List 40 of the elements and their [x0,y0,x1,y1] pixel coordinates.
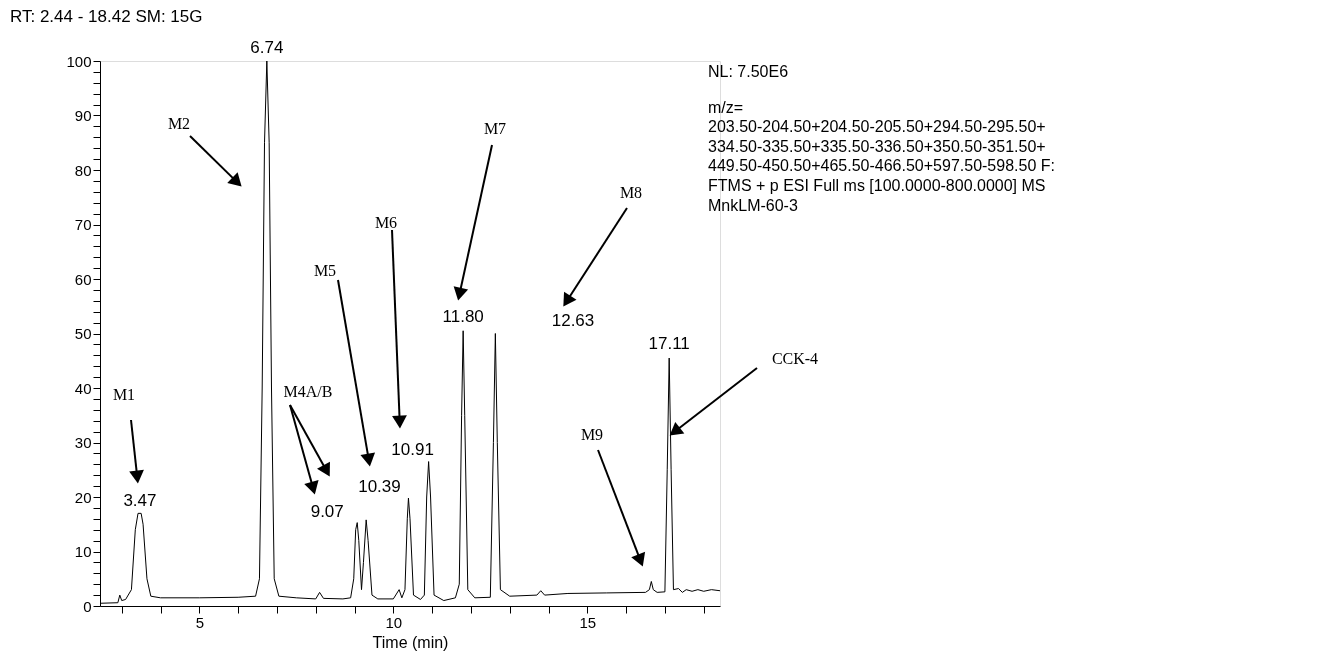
chart-title: RT: 2.44 - 18.42 SM: 15G [10,7,203,26]
y-tick-label: 60 [74,270,92,288]
annotation: 203.50-204.50+204.50-205.50+294.50-295.50+ [708,118,1046,136]
annotation: 3.47 [123,491,157,511]
y-tick-label: 80 [74,161,92,179]
annotation: M9 [580,426,604,443]
annotation: M8 [619,184,643,201]
x-axis-title: Time (min) [372,633,449,651]
annotation: 334.50-335.50+335.50-336.50+350.50-351.50+ [708,137,1046,155]
annotation: M2 [167,115,191,132]
x-tick-label: 15 [579,613,597,631]
x-tick-label: 5 [195,613,204,631]
y-tick-label: 10 [74,543,92,560]
y-tick-label: 70 [74,216,92,233]
annotation: M4A/B [283,383,333,400]
annotation: m/z= [708,98,744,116]
annotation: 10.39 [358,477,401,497]
y-tick-label: 50 [74,325,92,342]
y-tick-label: 20 [74,488,92,506]
annotation: NL: 7.50E6 [708,63,789,80]
annotation: 10.91 [391,439,434,459]
y-tick-label: 100 [66,52,92,70]
annotation: M5 [313,262,337,279]
annotation: M1 [112,386,136,403]
annotation: 11.80 [442,306,484,326]
annotation: MnkLM-60-3 [708,196,798,214]
x-tick-label: 10 [385,613,403,631]
annotation: 9.07 [310,501,344,521]
annotation: 12.63 [551,311,595,330]
annotation: 449.50-450.50+465.50-466.50+597.50-598.50 F: [708,157,1055,175]
annotation: M6 [374,214,398,231]
y-tick-label: 30 [74,434,92,451]
y-tick-label: 40 [74,379,92,397]
y-tick-label: 0 [83,597,92,615]
annotation: 17.11 [648,334,690,354]
annotation: 6.74 [250,38,284,57]
annotation: CCK-4 [771,350,819,367]
annotation: FTMS + p ESI Full ms [100.0000-800.0000] MS [708,177,1046,194]
annotation: M7 [483,120,507,137]
y-tick-label: 90 [74,107,92,124]
